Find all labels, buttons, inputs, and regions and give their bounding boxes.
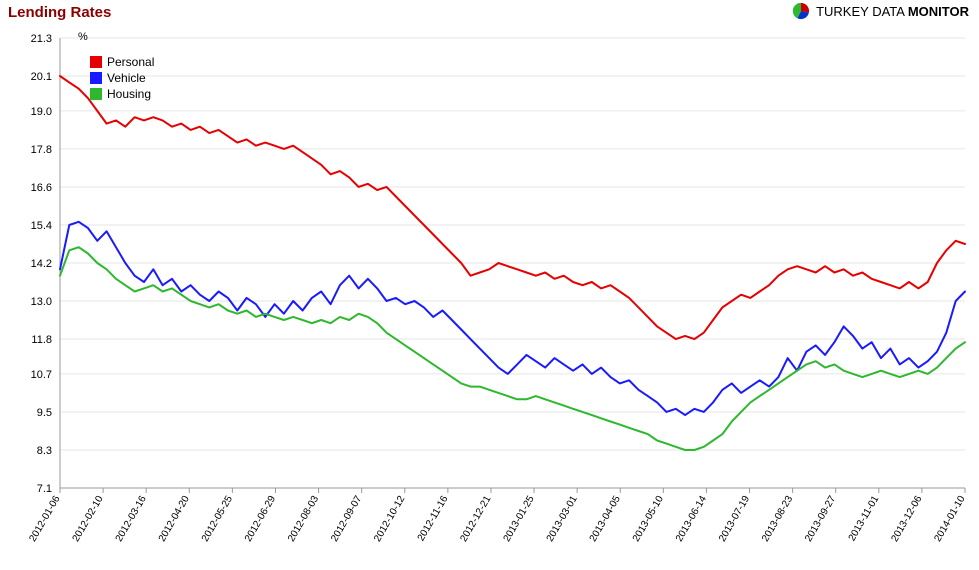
x-tick-label: 2013-06-14 bbox=[674, 494, 709, 544]
legend: Personal Vehicle Housing bbox=[90, 55, 154, 101]
legend-swatch bbox=[90, 56, 102, 68]
legend-swatch bbox=[90, 88, 102, 100]
brand-logo-icon bbox=[792, 2, 810, 20]
x-tick-label: 2012-06-29 bbox=[243, 494, 278, 544]
y-unit-label: % bbox=[78, 31, 88, 43]
y-tick-label: 21.3 bbox=[31, 33, 52, 45]
x-tick-label: 2013-07-19 bbox=[717, 494, 752, 544]
line-chart: 7.1 8.3 9.5 10.7 11.8 13.0 14.2 15.4 16.6 17.8 19.… bbox=[0, 28, 979, 570]
x-tick-label: 2013-09-27 bbox=[803, 494, 838, 544]
x-tick-label: 2013-05-10 bbox=[631, 494, 666, 544]
x-tick-label: 2012-11-16 bbox=[416, 494, 451, 544]
y-tick-label: 16.6 bbox=[31, 182, 52, 194]
x-tick-label: 2013-04-05 bbox=[588, 494, 623, 544]
x-tick-label: 2013-08-23 bbox=[760, 494, 795, 544]
y-tick-label: 20.1 bbox=[31, 71, 52, 83]
legend-label: Personal bbox=[107, 55, 154, 69]
legend-swatch bbox=[90, 72, 102, 84]
x-tick-label: 2012-09-07 bbox=[329, 494, 364, 544]
y-tick-label: 7.1 bbox=[37, 483, 52, 495]
x-tick-label: 2012-03-16 bbox=[114, 494, 149, 544]
x-tick-label: 2012-08-03 bbox=[286, 494, 321, 544]
series-line-personal bbox=[60, 76, 965, 339]
x-tick-label: 2012-04-20 bbox=[157, 494, 192, 544]
legend-label: Housing bbox=[107, 87, 151, 101]
y-tick-label: 11.8 bbox=[31, 334, 52, 346]
y-tick-label: 14.2 bbox=[31, 258, 52, 270]
x-tick-label: 2012-10-12 bbox=[372, 494, 407, 544]
x-tick-label: 2012-12-21 bbox=[458, 494, 493, 544]
series-line-vehicle bbox=[60, 222, 965, 415]
x-tick-label: 2012-01-06 bbox=[27, 494, 62, 544]
y-tick-label: 19.0 bbox=[31, 106, 52, 118]
y-tick-label: 8.3 bbox=[37, 445, 52, 457]
y-tick-label: 17.8 bbox=[31, 144, 52, 156]
brand-block: TURKEY DATA MONITOR bbox=[792, 2, 969, 20]
x-tick-label: 2012-02-10 bbox=[71, 494, 106, 544]
y-tick-label: 9.5 bbox=[37, 407, 52, 419]
x-tick-label: 2013-03-01 bbox=[545, 494, 580, 544]
y-tick-label: 13.0 bbox=[31, 296, 52, 308]
x-tick-label: 2012-05-25 bbox=[200, 494, 235, 544]
y-tick-label: 15.4 bbox=[31, 220, 52, 232]
chart-container: 7.1 8.3 9.5 10.7 11.8 13.0 14.2 15.4 16.6 17.8 19.… bbox=[0, 28, 979, 570]
x-tick-label: 2014-01-10 bbox=[932, 494, 967, 544]
x-tick-label: 2013-11-01 bbox=[847, 494, 882, 544]
brand-text-suffix: MONITOR bbox=[908, 4, 969, 19]
y-tick-label: 10.7 bbox=[31, 369, 52, 381]
x-tick-label: 2013-12-06 bbox=[889, 494, 924, 544]
x-tick-label: 2013-01-25 bbox=[502, 494, 537, 544]
chart-title: Lending Rates bbox=[8, 4, 111, 21]
brand-text-prefix: TURKEY DATA bbox=[816, 4, 908, 19]
legend-label: Vehicle bbox=[107, 71, 146, 85]
